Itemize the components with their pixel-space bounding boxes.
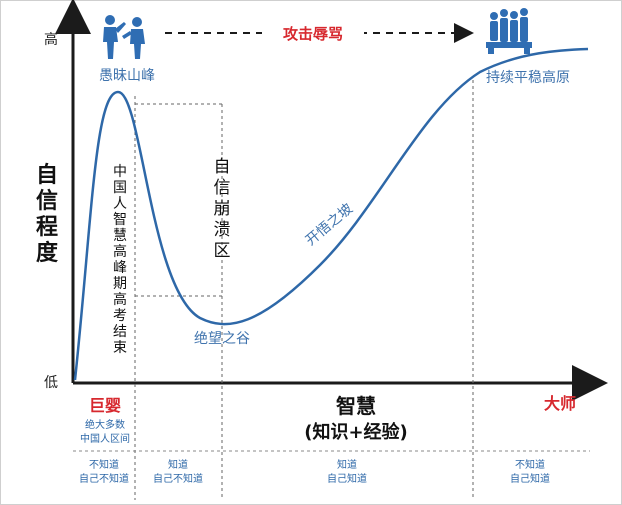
quadrant-2-line2: 自己不知道 — [153, 472, 203, 485]
svg-text:溃: 溃 — [214, 220, 231, 240]
quadrant-1-line2: 自己不知道 — [79, 472, 129, 485]
quadrant-1-line1: 不知道 — [89, 458, 119, 471]
quadrant-3-line2: 自己知道 — [327, 472, 367, 485]
svg-text:束: 束 — [113, 340, 127, 356]
quadrant-2-line1: 知道 — [168, 458, 188, 471]
svg-text:智: 智 — [113, 212, 127, 228]
slope-label: 开悟之坡 — [303, 201, 356, 249]
y-axis-title: 自 信 程 度 — [36, 162, 59, 266]
svg-text:考: 考 — [113, 308, 127, 324]
fighting-people-icon — [103, 15, 145, 59]
svg-text:结: 结 — [113, 324, 127, 340]
giant-baby-label: 巨婴 — [89, 396, 121, 415]
master-label: 大师 — [544, 394, 576, 413]
banner-bg — [262, 22, 364, 44]
valley-label: 绝望之谷 — [194, 331, 250, 347]
y-high-label: 高 — [44, 31, 58, 48]
svg-text:高: 高 — [113, 291, 127, 308]
svg-text:国: 国 — [113, 180, 127, 196]
plateau-label: 持续平稳高原 — [486, 69, 570, 86]
peak-label: 愚昧山峰 — [99, 68, 155, 84]
svg-text:人: 人 — [113, 196, 127, 212]
quadrant-4-line1: 不知道 — [515, 458, 545, 471]
left-column-text: 中 国 人 智 慧 高 峰 期 高 考 结 束 — [113, 164, 127, 356]
standing-crowd-icon — [486, 8, 532, 54]
svg-text:高: 高 — [113, 243, 127, 260]
svg-text:区: 区 — [214, 241, 231, 261]
svg-text:峰: 峰 — [113, 260, 127, 276]
confidence-curve — [73, 47, 589, 381]
quadrant-4-line2: 自己知道 — [510, 472, 550, 485]
collapse-zone-text: 自 信 崩 溃 区 — [214, 157, 231, 261]
svg-text:度: 度 — [36, 240, 59, 266]
svg-text:期: 期 — [113, 276, 127, 292]
svg-text:中: 中 — [113, 164, 127, 180]
y-low-label: 低 — [44, 375, 58, 391]
svg-text:自: 自 — [214, 157, 231, 177]
giant-baby-note-2: 中国人区间 — [80, 432, 130, 445]
giant-baby-note-1: 绝大多数 — [85, 418, 125, 431]
svg-text:慧: 慧 — [113, 228, 127, 244]
quadrant-3-line1: 知道 — [337, 458, 357, 471]
svg-text:程: 程 — [36, 215, 58, 240]
svg-text:崩: 崩 — [214, 199, 231, 219]
svg-text:信: 信 — [214, 178, 231, 198]
x-axis-subtitle: (知识+经验) — [304, 421, 408, 443]
svg-text:自: 自 — [36, 162, 58, 188]
x-axis-title: 智慧 — [336, 394, 376, 418]
attack-banner: 攻击辱骂 — [283, 25, 343, 43]
quadrant-labels: 不知道 自己不知道 知道 自己不知道 知道 自己知道 不知道 自己知道 — [79, 458, 550, 485]
svg-text:信: 信 — [36, 188, 58, 214]
